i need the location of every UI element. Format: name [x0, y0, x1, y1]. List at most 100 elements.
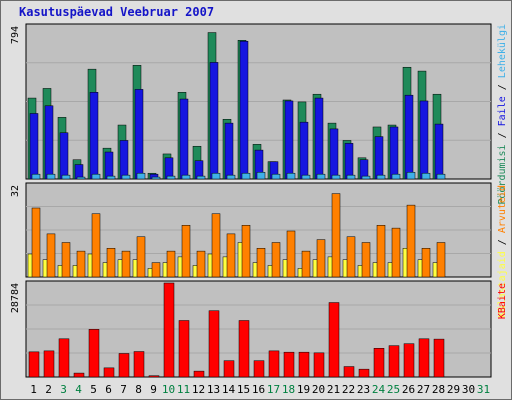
bar-kbytes-day-28 [433, 338, 445, 378]
bar-hits-day-6 [106, 248, 116, 278]
bar-pages-day-6 [104, 151, 114, 180]
x-tick-label-day-13: 13 [207, 383, 220, 396]
bar-pages-day-15 [239, 40, 249, 180]
bar-kbytes-day-26 [403, 343, 415, 378]
x-tick-label-day-14: 14 [222, 383, 236, 396]
bar-files-day-25 [391, 173, 401, 180]
bar-hits-day-9 [151, 262, 161, 278]
bar-pages-day-28 [434, 123, 444, 180]
bar-hits-day-13 [211, 213, 221, 278]
bar-kbytes-day-15 [238, 320, 250, 378]
bar-pages-day-3 [59, 132, 69, 180]
bar-files-day-27 [421, 172, 431, 180]
y-axis-max-label: 32 [10, 185, 21, 197]
bar-files-day-11 [181, 174, 191, 180]
bar-pages-day-24 [374, 136, 384, 180]
legend-middle: Külastajaid / Arvuteid [497, 185, 508, 317]
bar-files-day-9 [151, 176, 161, 180]
x-tick-label-day-24: 24 [372, 383, 386, 396]
bar-hits-day-19 [301, 250, 311, 278]
bar-hits-day-11 [181, 225, 191, 278]
bar-kbytes-day-17 [268, 350, 280, 378]
bar-kbytes-day-13 [208, 310, 220, 378]
bar-pages-day-20 [314, 97, 324, 180]
bar-pages-day-27 [419, 100, 429, 180]
bar-kbytes-day-7 [118, 353, 130, 378]
x-tick-label-day-30: 30 [462, 383, 475, 396]
bar-kbytes-day-11 [178, 320, 190, 378]
bar-hits-day-20 [316, 239, 326, 278]
bar-kbytes-day-27 [418, 338, 430, 378]
bar-hits-day-18 [286, 230, 296, 278]
legend-entry: Lehekülgi [497, 24, 508, 78]
bar-kbytes-day-12 [193, 370, 205, 378]
bar-hits-day-27 [421, 248, 431, 278]
bar-pages-day-25 [389, 126, 399, 180]
bar-kbytes-day-20 [313, 352, 325, 378]
x-tick-label-day-28: 28 [432, 383, 445, 396]
bar-pages-day-5 [89, 92, 99, 180]
bar-files-day-21 [331, 174, 341, 180]
x-tick-label-day-4: 4 [75, 383, 82, 396]
bar-files-day-4 [76, 176, 86, 180]
bar-hits-day-3 [61, 242, 71, 278]
bar-hits-day-5 [91, 213, 101, 278]
x-tick-label-day-9: 9 [150, 383, 157, 396]
legend-top: Pöördumisi / Faile / Lehekülgi [497, 24, 508, 205]
bar-files-day-19 [301, 174, 311, 180]
bar-kbytes-day-18 [283, 351, 295, 378]
x-tick-label-day-1: 1 [30, 383, 37, 396]
legend-entry: KBaite [497, 283, 508, 319]
x-tick-label-day-5: 5 [90, 383, 97, 396]
bar-files-day-7 [121, 174, 131, 180]
bar-files-day-5 [91, 173, 101, 180]
x-tick-label-day-10: 10 [162, 383, 175, 396]
legend-bottom: KBaite [497, 283, 508, 319]
bar-files-day-10 [166, 175, 176, 180]
bar-files-day-2 [46, 173, 56, 180]
bar-kbytes-day-16 [253, 360, 265, 378]
x-tick-label-day-18: 18 [282, 383, 295, 396]
x-tick-label-day-19: 19 [297, 383, 310, 396]
bar-kbytes-day-3 [58, 338, 70, 378]
bar-files-day-8 [136, 172, 146, 180]
bar-files-day-16 [256, 172, 266, 180]
bar-files-day-15 [241, 172, 251, 180]
bar-hits-day-22 [346, 236, 356, 278]
bar-hits-day-12 [196, 250, 206, 278]
x-tick-label-day-23: 23 [357, 383, 370, 396]
x-tick-label-day-31: 31 [477, 383, 490, 396]
bar-files-day-24 [376, 174, 386, 180]
bar-pages-day-21 [329, 128, 339, 180]
x-tick-label-day-27: 27 [417, 383, 430, 396]
bar-hits-day-14 [226, 233, 236, 278]
bar-pages-day-1 [29, 113, 39, 180]
legend-entry: / [497, 233, 508, 251]
y-axis-max-label: 28784 [10, 283, 21, 313]
bar-pages-day-22 [344, 143, 354, 180]
bar-pages-day-14 [224, 122, 234, 180]
bar-hits-day-23 [361, 242, 371, 278]
bar-files-day-23 [361, 175, 371, 180]
x-tick-label-day-2: 2 [45, 383, 52, 396]
bar-files-day-28 [436, 173, 446, 180]
x-tick-label-day-26: 26 [402, 383, 415, 396]
bar-kbytes-day-10 [163, 282, 175, 378]
bar-files-day-20 [316, 173, 326, 180]
x-tick-label-day-11: 11 [177, 383, 190, 396]
bar-hits-day-8 [136, 236, 146, 278]
x-tick-label-day-3: 3 [60, 383, 67, 396]
bar-kbytes-day-6 [103, 367, 115, 378]
bar-files-day-17 [271, 173, 281, 180]
bar-hits-day-1 [31, 207, 41, 278]
bar-kbytes-day-8 [133, 351, 145, 378]
bar-hits-day-25 [391, 227, 401, 278]
bar-pages-day-8 [134, 89, 144, 180]
x-tick-label-day-22: 22 [342, 383, 355, 396]
bar-kbytes-day-19 [298, 351, 310, 378]
bar-pages-day-19 [299, 121, 309, 180]
bar-files-day-6 [106, 175, 116, 180]
bar-files-day-18 [286, 172, 296, 180]
